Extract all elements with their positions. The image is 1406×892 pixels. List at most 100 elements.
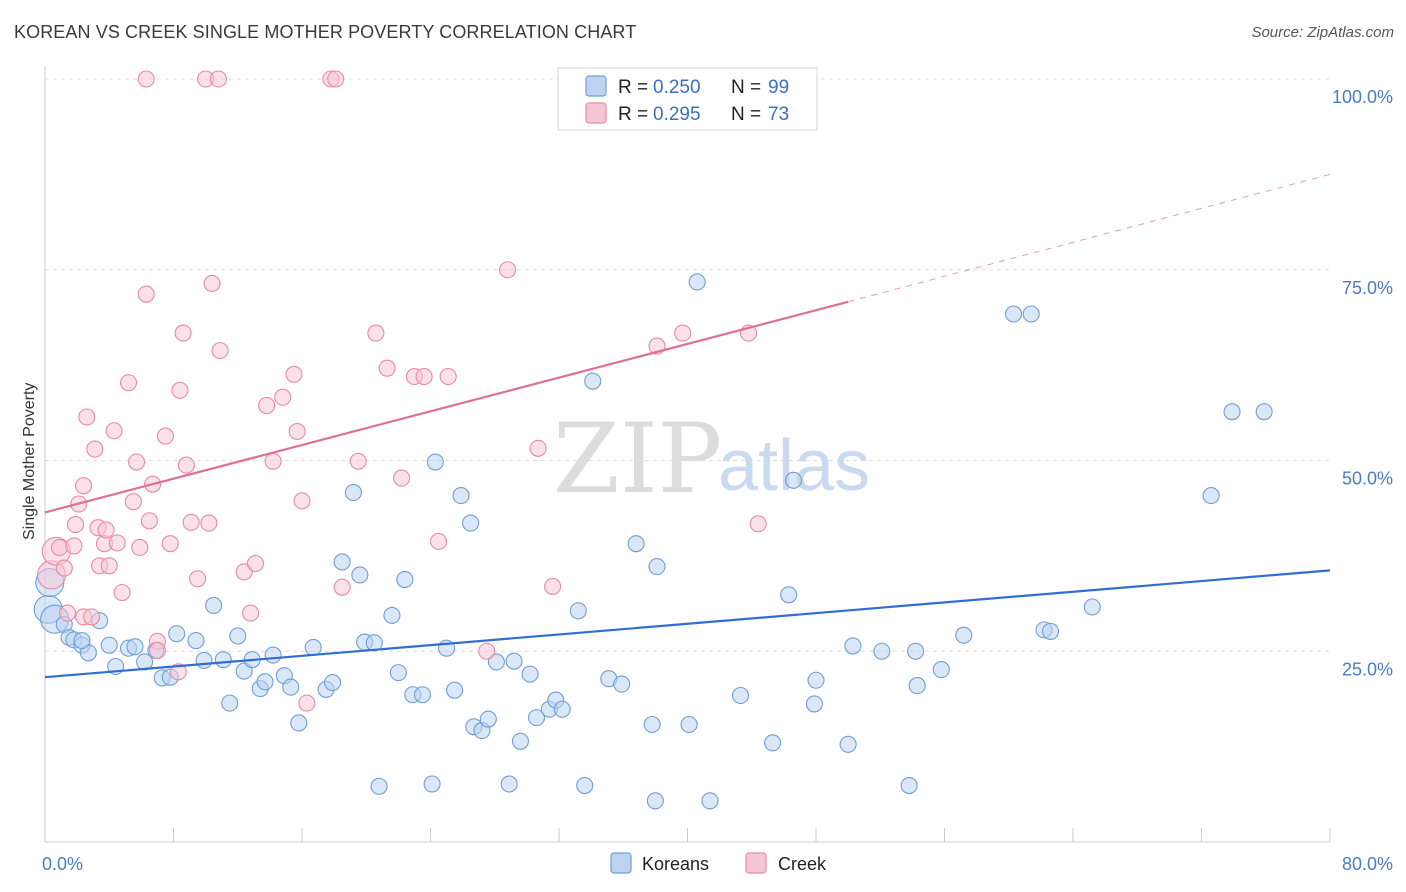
point-creek-9 [75,477,93,495]
point-creek-43 [211,342,229,360]
y-tick-label-3: 100.0% [1332,87,1393,107]
point-koreans-57 [505,652,523,670]
legend-n-label-2: N = [731,104,761,125]
point-koreans-81 [807,671,825,689]
point-creek-59 [378,359,396,377]
point-creek-53 [298,694,316,712]
point-creek-52 [293,492,311,510]
point-koreans-32 [304,638,322,656]
point-koreans-47 [426,453,444,471]
point-koreans-56 [500,775,518,793]
watermark-atlas: atlas [718,426,870,506]
point-koreans-20 [205,596,223,615]
point-koreans-93 [1041,622,1060,640]
point-creek-17 [100,557,118,575]
y-tick-label-2: 75.0% [1342,278,1393,298]
point-creek-46 [246,554,264,573]
point-creek-51 [288,422,306,441]
point-creek-47 [258,397,276,415]
point-creek-45 [242,604,260,622]
point-koreans-71 [646,792,664,810]
legend-swatch-koreans [585,75,607,97]
point-koreans-95 [1202,487,1220,505]
point-creek-30 [148,641,166,660]
point-koreans-12 [126,638,144,656]
point-koreans-42 [389,664,407,682]
point-creek-10 [78,408,96,426]
bottom-legend-swatch-creek [745,852,767,874]
point-koreans-83 [844,637,862,655]
point-creek-55 [327,70,345,88]
point-creek-65 [478,642,496,660]
point-creek-33 [169,663,187,681]
point-koreans-36 [344,483,362,502]
point-creek-70 [674,324,692,342]
point-creek-68 [544,577,562,595]
point-koreans-55 [487,653,505,671]
point-creek-27 [140,512,158,530]
bottom-legend-creek: Creek [778,854,827,874]
point-koreans-34 [323,673,342,692]
trend-line-creek [44,300,849,514]
point-creek-57 [349,452,367,470]
point-koreans-65 [576,776,594,795]
y-tick-label-1: 50.0% [1342,469,1393,489]
point-koreans-35 [333,553,351,571]
point-koreans-45 [413,686,432,704]
point-creek-36 [177,456,195,474]
point-koreans-50 [452,487,470,505]
point-koreans-27 [256,673,274,691]
point-koreans-70 [643,715,661,734]
point-koreans-80 [805,695,823,713]
legend-n-value-2: 73 [768,104,789,125]
x-tick-labels: 0.0% 80.0% [42,854,1393,874]
legend-n-label-1: N = [731,77,761,98]
x-tick-label-0: 0.0% [42,854,83,874]
point-creek-5 [65,537,83,555]
point-creek-40 [200,514,218,532]
point-creek-60 [393,469,411,487]
point-koreans-51 [462,514,480,532]
point-koreans-41 [383,606,401,624]
point-koreans-78 [780,586,798,604]
point-koreans-87 [908,677,926,695]
point-koreans-85 [900,776,918,795]
point-koreans-98 [73,632,91,650]
point-koreans-90 [1005,305,1023,323]
legend-r-value-2: 0.295 [653,104,701,125]
legend-swatch-creek [585,102,607,124]
point-koreans-17 [168,625,186,643]
point-creek-25 [137,70,155,88]
y-tick-labels: 25.0% 50.0% 75.0% 100.0% [1332,87,1393,679]
point-koreans-49 [446,681,464,699]
point-creek-66 [499,261,517,279]
point-creek-12 [86,440,104,458]
point-creek-22 [124,493,142,511]
point-creek-72 [749,515,767,533]
point-koreans-59 [521,665,539,683]
trend-line-creek-extension [847,173,1331,303]
point-koreans-69 [627,535,645,553]
point-koreans-89 [955,626,973,644]
bottom-legend: Koreans Creek [610,852,827,874]
trend-lines [44,173,1331,679]
legend-n-value-1: 99 [768,77,789,98]
point-koreans-97 [1255,403,1273,421]
point-koreans-40 [370,777,388,795]
point-koreans-37 [351,566,369,584]
point-koreans-96 [1223,403,1241,421]
point-koreans-22 [221,694,239,712]
point-creek-62 [415,368,433,386]
point-koreans-82 [839,735,857,753]
point-koreans-46 [423,775,441,793]
point-koreans-76 [731,686,750,705]
point-koreans-72 [648,558,666,576]
bottom-legend-swatch-koreans [610,852,632,874]
point-creek-56 [333,578,351,596]
point-koreans-30 [282,678,300,696]
point-creek-3 [55,559,73,577]
point-creek-49 [274,388,292,406]
point-koreans-58 [511,732,530,750]
point-koreans-64 [569,602,587,620]
point-koreans-19 [195,651,213,669]
